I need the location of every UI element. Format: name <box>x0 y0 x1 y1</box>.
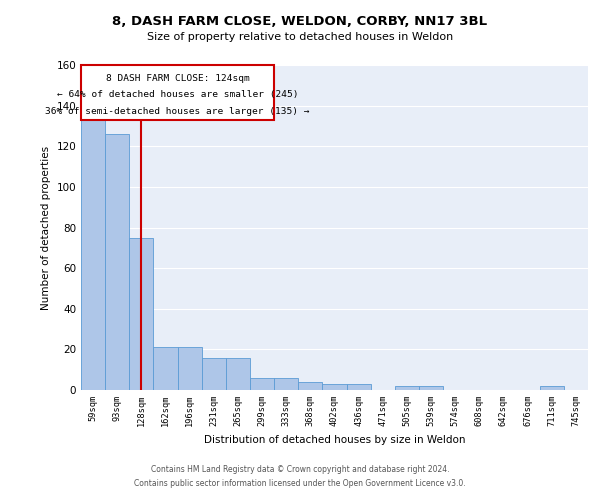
Bar <box>81 118 105 390</box>
Bar <box>250 378 274 390</box>
Y-axis label: Number of detached properties: Number of detached properties <box>41 146 51 310</box>
Bar <box>202 358 226 390</box>
Bar <box>274 378 298 390</box>
FancyBboxPatch shape <box>81 65 274 120</box>
Bar <box>226 358 250 390</box>
Bar <box>298 382 322 390</box>
Bar <box>178 348 202 390</box>
Bar <box>154 348 178 390</box>
Text: 8 DASH FARM CLOSE: 124sqm: 8 DASH FARM CLOSE: 124sqm <box>106 74 250 82</box>
Bar <box>347 384 371 390</box>
X-axis label: Distribution of detached houses by size in Weldon: Distribution of detached houses by size … <box>204 434 465 444</box>
Bar <box>540 386 564 390</box>
Text: Size of property relative to detached houses in Weldon: Size of property relative to detached ho… <box>147 32 453 42</box>
Text: Contains HM Land Registry data © Crown copyright and database right 2024.
Contai: Contains HM Land Registry data © Crown c… <box>134 466 466 487</box>
Bar <box>322 384 347 390</box>
Text: 36% of semi-detached houses are larger (135) →: 36% of semi-detached houses are larger (… <box>46 106 310 116</box>
Text: ← 64% of detached houses are smaller (245): ← 64% of detached houses are smaller (24… <box>57 90 298 99</box>
Bar <box>105 134 129 390</box>
Bar <box>395 386 419 390</box>
Bar <box>419 386 443 390</box>
Text: 8, DASH FARM CLOSE, WELDON, CORBY, NN17 3BL: 8, DASH FARM CLOSE, WELDON, CORBY, NN17 … <box>112 15 488 28</box>
Bar <box>129 238 154 390</box>
